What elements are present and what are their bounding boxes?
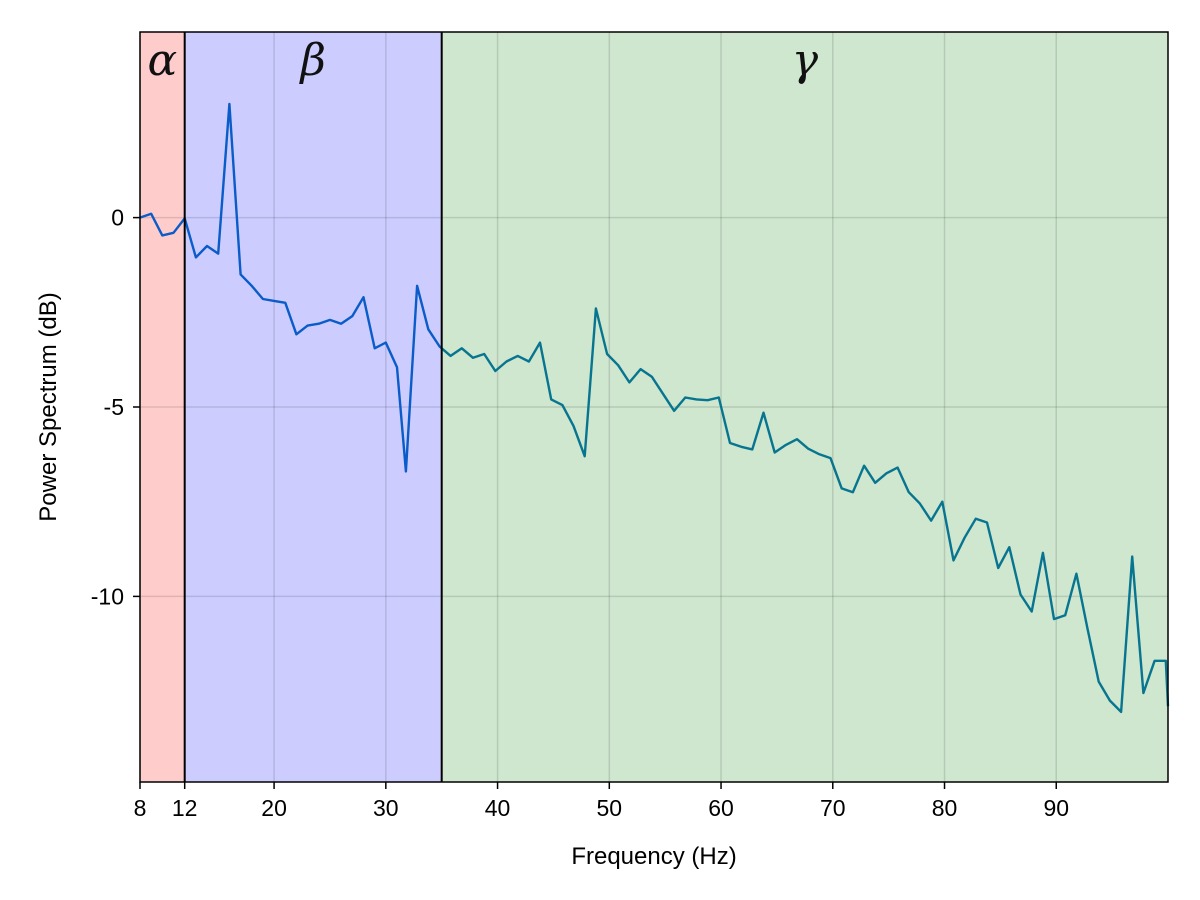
x-tick-label: 60 [708, 795, 734, 821]
y-axis-ticks: 0 -5 -10 [91, 205, 140, 609]
band-region-1 [184, 32, 442, 782]
y-tick-label: -5 [104, 394, 124, 420]
x-tick-label: 40 [485, 795, 511, 821]
y-axis-title: Power Spectrum (dB) [35, 292, 62, 521]
band-label-0: α [147, 35, 177, 86]
spectrum-lines [139, 102, 1170, 714]
x-tick-label: 30 [373, 795, 399, 821]
y-tick-label: 0 [111, 205, 124, 231]
x-tick-label: 12 [172, 795, 198, 821]
x-tick-label: 20 [261, 795, 287, 821]
band-label-1: β [298, 35, 325, 86]
band-label-2: γ [792, 35, 819, 86]
band-region-0 [140, 32, 185, 782]
y-tick-label: -10 [91, 583, 124, 609]
series-line-0 [139, 102, 443, 473]
x-tick-label: 80 [932, 795, 958, 821]
x-tick-label: 8 [134, 795, 147, 821]
band-boundaries [183, 32, 443, 782]
band-labels: α β γ [147, 35, 818, 86]
x-tick-label: 90 [1043, 795, 1069, 821]
x-axis-ticks: 8 12 20 30 40 50 60 70 80 90 [134, 782, 1069, 821]
x-tick-label: 50 [597, 795, 623, 821]
series-line-1 [440, 307, 1170, 714]
x-tick-label: 70 [820, 795, 846, 821]
x-axis-title: Frequency (Hz) [571, 843, 736, 870]
